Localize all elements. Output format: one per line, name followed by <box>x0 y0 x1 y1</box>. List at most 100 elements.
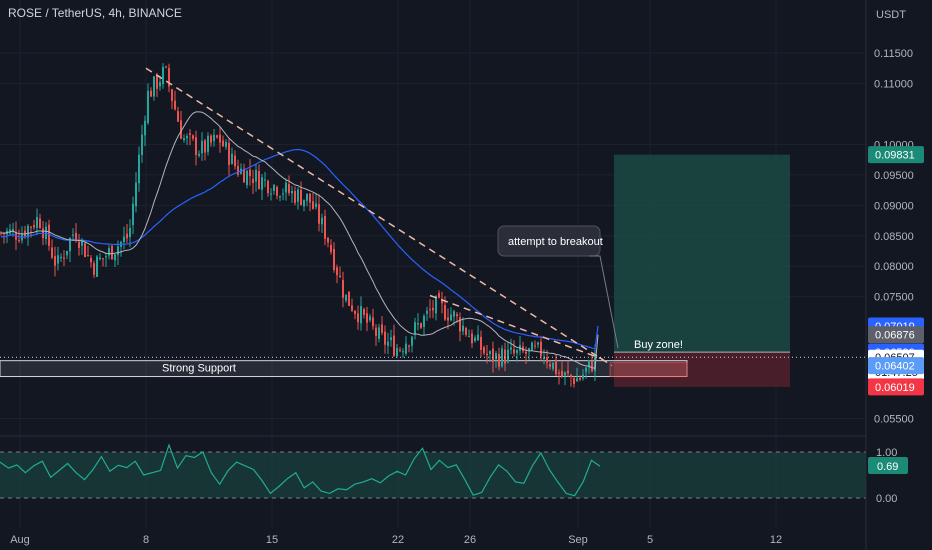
candle-body <box>102 258 104 260</box>
candle-body <box>504 349 506 364</box>
time-tick-label: 22 <box>392 534 404 546</box>
candle-body <box>171 89 173 101</box>
candle-body <box>381 324 383 333</box>
candle-body <box>231 153 233 165</box>
candles <box>0 63 596 388</box>
candle-body <box>282 193 284 195</box>
price-tick-label: 0.09500 <box>874 170 914 182</box>
price-tag: 0.06402 <box>868 357 924 375</box>
candle-body <box>567 370 569 374</box>
candle-body <box>168 68 170 87</box>
candle-body <box>126 233 128 239</box>
price-tag-box <box>868 146 924 164</box>
time-tick-label: 8 <box>143 534 149 546</box>
candle-body <box>435 296 437 314</box>
candle-body <box>300 189 302 205</box>
price-tag-box <box>868 378 924 396</box>
price-tag-label: 0.06876 <box>875 330 915 342</box>
candle-body <box>474 337 476 342</box>
candle-body <box>258 171 260 189</box>
candle-body <box>93 263 95 275</box>
rsi-band <box>0 452 866 498</box>
support-zone[interactable] <box>0 360 688 378</box>
price-tick-label: 0.11000 <box>874 78 913 90</box>
currency-label: USDT <box>876 9 906 21</box>
candle-body <box>150 90 152 97</box>
candle-body <box>555 359 557 375</box>
candle-body <box>99 257 101 260</box>
candle-body <box>540 341 542 357</box>
candle-body <box>387 341 389 346</box>
candle-body <box>498 354 500 367</box>
candle-body <box>117 246 119 256</box>
candle-body <box>318 204 320 224</box>
rsi-pane <box>0 443 866 499</box>
candle-body <box>216 135 218 138</box>
candle-body <box>180 120 182 139</box>
candle-body <box>135 182 137 207</box>
candle-body <box>396 348 398 357</box>
candle-body <box>141 134 143 156</box>
candle-body <box>456 314 458 317</box>
rsi-axis[interactable]: 1.00 0.00 <box>876 447 897 505</box>
candle-body <box>363 309 365 315</box>
trendline-minor[interactable] <box>429 294 603 360</box>
candle-body <box>414 322 416 334</box>
time-tick-label: Aug <box>10 534 30 546</box>
candle-body <box>327 237 329 243</box>
candle-body <box>315 203 317 208</box>
candle-body <box>564 372 566 376</box>
candle-body <box>288 184 290 193</box>
candle-body <box>348 291 350 306</box>
rsi-value-box <box>868 457 908 474</box>
candle-body <box>96 256 98 277</box>
position-zones <box>0 154 790 387</box>
breakout-callout[interactable]: attempt to breakout <box>497 225 619 349</box>
candle-body <box>453 311 455 317</box>
candle-body <box>87 255 89 257</box>
time-tick-label: Sep <box>568 534 588 546</box>
time-axis[interactable]: Aug 8 15 22 26 Sep 5 12 <box>10 534 782 546</box>
candle-body <box>513 349 515 354</box>
candle-body <box>561 370 563 377</box>
candle-body <box>468 336 470 338</box>
candle-body <box>546 357 548 363</box>
buy-zone-label: Buy zone! <box>634 339 683 351</box>
candle-body <box>246 170 248 186</box>
trendline-main[interactable] <box>145 67 613 367</box>
rsi-line <box>0 443 601 497</box>
candle-body <box>444 305 446 320</box>
time-tick-label: 26 <box>464 534 476 546</box>
candle-body <box>207 135 209 152</box>
candle-body <box>330 244 332 252</box>
price-tag: 0.06876 <box>868 326 924 344</box>
price-axis[interactable]: 0.115000.110000.100000.095000.090000.085… <box>874 48 914 426</box>
candle-body <box>174 100 176 110</box>
candle-body <box>132 203 134 226</box>
candle-body <box>576 378 578 382</box>
candle-body <box>537 342 539 345</box>
candle-body <box>438 293 440 298</box>
callout-text: attempt to breakout <box>508 236 603 248</box>
candle-body <box>228 142 230 165</box>
symbol-title[interactable]: ROSE / TetherUS, 4h, BINANCE <box>8 6 182 20</box>
candle-body <box>471 333 473 344</box>
candle-body <box>252 179 254 184</box>
candle-body <box>480 336 482 350</box>
candle-body <box>531 342 533 351</box>
candle-body <box>129 228 131 238</box>
candle-body <box>321 217 323 225</box>
candle-body <box>399 349 401 351</box>
candle-body <box>390 337 392 341</box>
candle-body <box>426 310 428 314</box>
candle-body <box>81 240 83 246</box>
candle-body <box>342 279 344 298</box>
candle-body <box>489 351 491 354</box>
candle-body <box>528 348 530 352</box>
candle-body <box>78 241 80 248</box>
candle-body <box>585 367 587 373</box>
candle-body <box>213 134 215 142</box>
candle-body <box>483 347 485 354</box>
candle-body <box>492 348 494 362</box>
